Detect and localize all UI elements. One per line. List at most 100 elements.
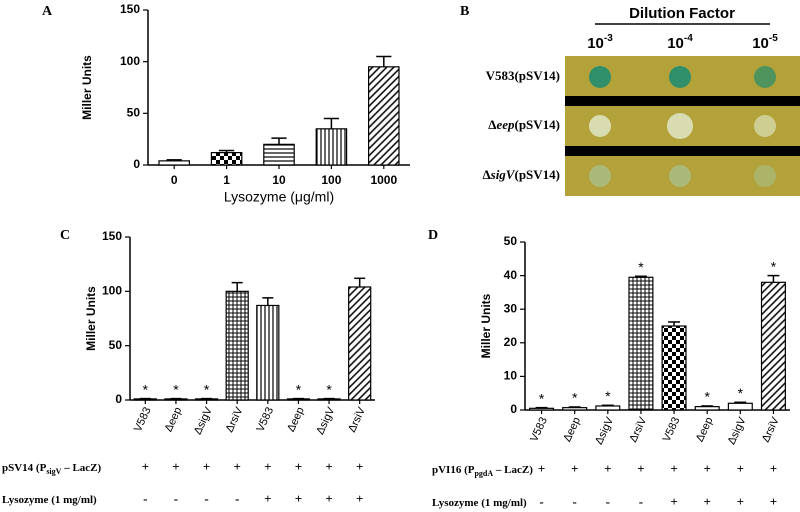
condition-mark: + <box>703 494 710 509</box>
y-axis-label: Miller Units <box>479 293 493 358</box>
y-tick-label: 150 <box>102 229 122 243</box>
colony-spot <box>669 165 691 187</box>
colony-spot <box>667 113 693 139</box>
condition-mark: + <box>770 494 777 509</box>
condition-mark: + <box>737 461 744 476</box>
strain-label: Δeep(pSV14) <box>488 117 560 132</box>
condition-mark: + <box>637 461 644 476</box>
y-tick-label: 40 <box>504 268 518 282</box>
y-tick-label: 50 <box>109 338 123 352</box>
significance-mark: * <box>572 390 578 406</box>
dilution-exponent: -4 <box>684 33 693 44</box>
strain-label: V583(pSV14) <box>486 68 560 83</box>
y-axis-label: Miller Units <box>84 286 98 351</box>
x-tick-label: 1000 <box>370 173 397 187</box>
y-tick-label: 150 <box>120 2 140 16</box>
condition-mark: + <box>356 459 363 474</box>
panel-letter: C <box>60 228 70 243</box>
condition-label: Lysozyme (1 mg/ml) <box>432 497 527 509</box>
y-axis-label: Miller Units <box>80 55 94 120</box>
condition-mark: + <box>233 459 240 474</box>
x-tick-label: Δeep <box>561 415 583 443</box>
plate-divider <box>565 146 800 156</box>
condition-mark: + <box>770 461 777 476</box>
condition-mark: + <box>295 459 302 474</box>
condition-label-part: sigV <box>46 467 61 476</box>
bar <box>164 398 188 401</box>
x-tick-label: ΔsigV <box>726 415 749 447</box>
condition-mark: - <box>539 494 543 509</box>
strain-label: ΔsigV(pSV14) <box>482 167 560 182</box>
condition-mark: - <box>204 491 208 506</box>
condition-mark: - <box>143 491 147 506</box>
dilution-label: 10-4 <box>667 33 693 52</box>
x-tick-label: V583 <box>528 415 550 443</box>
significance-mark: * <box>296 381 302 397</box>
y-tick-label: 50 <box>504 234 518 248</box>
y-tick-label: 100 <box>102 284 122 298</box>
x-tick-label: ΔsigV <box>593 415 616 447</box>
condition-label-part: pVI16 (P <box>432 464 475 476</box>
significance-mark: * <box>738 385 744 401</box>
significance-mark: * <box>204 381 210 397</box>
x-tick-label: V583 <box>661 415 683 443</box>
y-tick-label: 20 <box>504 335 518 349</box>
condition-mark: + <box>264 459 271 474</box>
condition-label-part: – LacZ) <box>493 464 533 476</box>
panel-letter: A <box>42 4 53 19</box>
bar <box>194 398 219 401</box>
condition-mark: + <box>571 461 578 476</box>
x-axis-label: Lysozyme (μg/ml) <box>224 189 334 205</box>
colony-spot <box>589 165 611 187</box>
x-tick-label: 10 <box>272 173 286 187</box>
bar <box>286 398 311 401</box>
significance-mark: * <box>173 381 179 397</box>
condition-mark: - <box>174 491 178 506</box>
condition-mark: + <box>325 491 332 506</box>
condition-mark: + <box>670 461 677 476</box>
x-tick-label: 1 <box>223 173 230 187</box>
condition-label-part: – LacZ) <box>61 462 101 474</box>
colony-spot <box>754 165 776 187</box>
condition-mark: + <box>264 491 271 506</box>
x-tick-label: Δeep <box>694 415 716 443</box>
significance-mark: * <box>143 381 149 397</box>
bar <box>562 407 588 411</box>
condition-mark: + <box>325 459 332 474</box>
x-tick-label: Δeep <box>285 405 307 433</box>
dilution-exponent: -5 <box>769 33 778 44</box>
condition-mark: + <box>670 494 677 509</box>
x-tick-label: 100 <box>321 173 341 187</box>
condition-mark: + <box>604 461 611 476</box>
significance-mark: * <box>771 258 777 274</box>
bar <box>315 128 348 166</box>
condition-label-part: Lysozyme (1 mg/ml) <box>2 494 97 506</box>
significance-mark: * <box>539 390 545 406</box>
significance-mark: * <box>638 259 644 275</box>
condition-mark: - <box>235 491 239 506</box>
condition-label-part: pSV14 (P <box>2 462 47 474</box>
x-tick-label: ΔsigV <box>314 405 337 437</box>
bar <box>727 402 753 411</box>
panel-letter: D <box>428 228 438 243</box>
y-tick-label: 0 <box>510 402 517 416</box>
strain-label-part: V583(pSV14) <box>486 68 560 83</box>
colony-spot <box>589 66 611 88</box>
plate-title: Dilution Factor <box>629 5 735 22</box>
panel-letter: B <box>460 4 469 19</box>
bar <box>661 325 687 411</box>
condition-mark: + <box>356 491 363 506</box>
bar <box>529 407 555 411</box>
plate-divider <box>565 96 800 106</box>
y-tick-label: 0 <box>115 392 122 406</box>
condition-label: pSV14 (PsigV – LacZ) <box>2 462 101 477</box>
dilution-label: 10-5 <box>752 33 778 52</box>
bar <box>158 160 190 166</box>
bar <box>210 152 243 166</box>
condition-mark: - <box>573 494 577 509</box>
condition-mark: + <box>703 461 710 476</box>
bar <box>256 304 280 401</box>
x-tick-label: ΔrsiV <box>627 415 649 445</box>
condition-mark: + <box>538 461 545 476</box>
